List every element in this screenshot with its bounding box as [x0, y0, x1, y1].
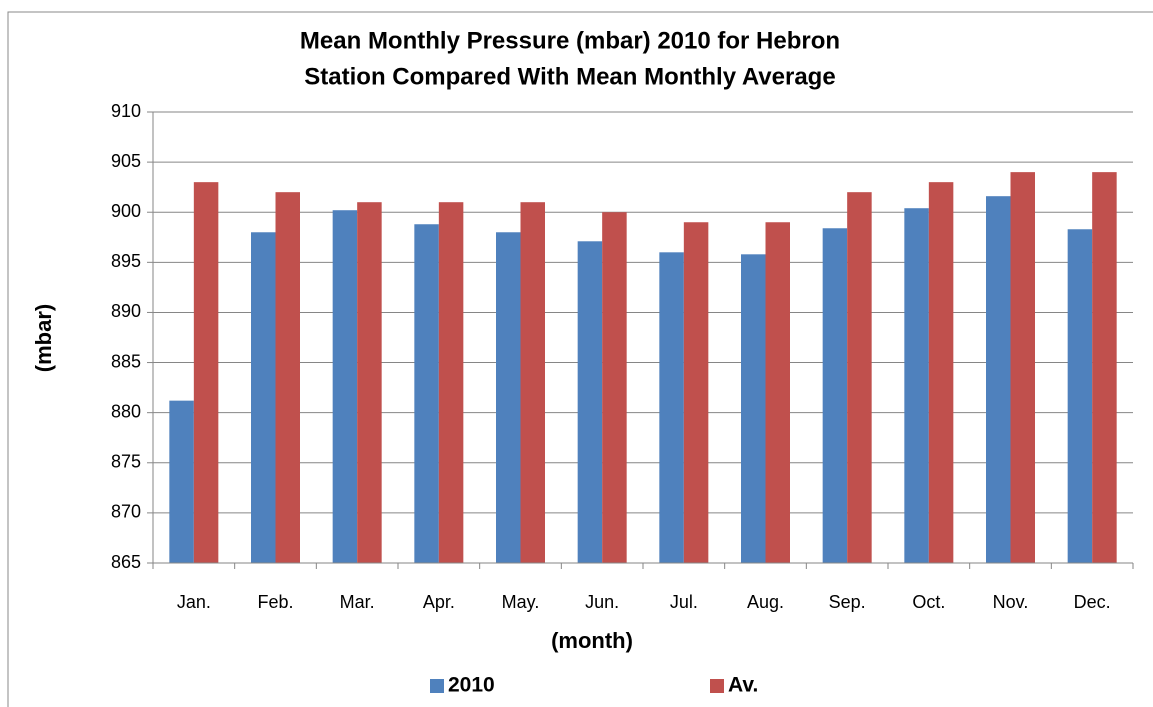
chart-title: Mean Monthly Pressure (mbar) 2010 for He…: [300, 27, 840, 54]
bar: [332, 210, 358, 563]
y-axis-label: (mbar): [31, 304, 56, 372]
bar: [659, 252, 684, 564]
x-tick-label: Oct.: [912, 592, 945, 612]
y-tick-label: 885: [111, 351, 141, 371]
x-tick-label: May.: [502, 592, 540, 612]
chart-title: Station Compared With Mean Monthly Avera…: [304, 63, 835, 90]
y-tick-label: 910: [111, 101, 141, 121]
y-tick-label: 880: [111, 401, 141, 421]
y-tick-label: 900: [111, 201, 141, 221]
bar: [414, 224, 439, 563]
y-tick-label: 870: [111, 502, 141, 522]
bar: [741, 254, 766, 563]
legend-label: 2010: [448, 674, 495, 697]
bar: [822, 228, 848, 563]
bar: [496, 232, 521, 563]
bar: [986, 196, 1011, 564]
x-tick-label: Mar.: [340, 592, 375, 612]
x-tick-label: Dec.: [1074, 592, 1111, 612]
x-tick-label: Jan.: [177, 592, 211, 612]
bar: [847, 192, 872, 563]
legend-label: Av.: [728, 674, 758, 697]
bar: [683, 222, 709, 563]
x-tick-label: Nov.: [993, 592, 1029, 612]
bar: [602, 212, 627, 563]
bar: [438, 202, 464, 563]
y-tick-label: 890: [111, 301, 141, 321]
bar: [904, 208, 929, 564]
bar: [1010, 172, 1035, 563]
x-axis-label: (month): [551, 628, 633, 653]
bar: [928, 182, 954, 563]
x-tick-label: Apr.: [423, 592, 455, 612]
x-tick-label: Jun.: [585, 592, 619, 612]
legend-swatch: [710, 679, 724, 693]
bar: [520, 202, 545, 563]
x-tick-label: Jul.: [670, 592, 698, 612]
bar: [169, 400, 194, 563]
bar: [1092, 172, 1117, 563]
bar: [765, 222, 790, 563]
x-tick-label: Feb.: [257, 592, 293, 612]
x-tick-label: Aug.: [747, 592, 784, 612]
bar: [251, 232, 276, 563]
bar: [1067, 229, 1093, 563]
bar: [275, 192, 300, 563]
y-tick-label: 905: [111, 151, 141, 171]
y-tick-label: 865: [111, 552, 141, 572]
legend-swatch: [430, 679, 444, 693]
x-tick-label: Sep.: [829, 592, 866, 612]
bar: [193, 182, 219, 563]
y-tick-label: 895: [111, 251, 141, 271]
bar: [577, 241, 603, 563]
bar: [357, 202, 382, 563]
y-tick-label: 875: [111, 452, 141, 472]
